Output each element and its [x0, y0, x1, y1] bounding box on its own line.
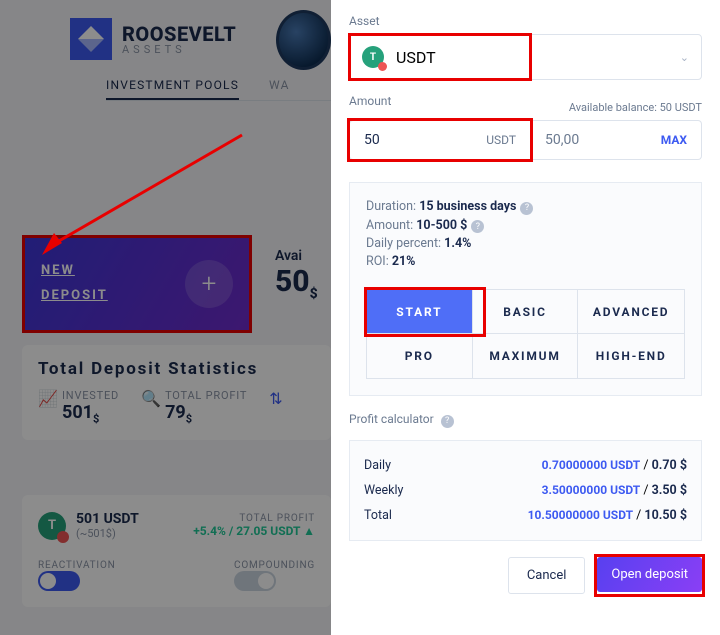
max-button[interactable]: MAX — [661, 133, 687, 147]
reactivation-toggle[interactable] — [38, 571, 80, 591]
compounding: COMPOUNDING — [234, 560, 315, 591]
stat-profit: 🔍 TOTAL PROFIT 79$ — [141, 389, 247, 426]
amount-value: 50 — [364, 132, 380, 148]
amount-label: Amount — [349, 94, 391, 108]
background-page: ROOSEVELT ASSETS INVESTMENT POOLS WA NEW… — [0, 0, 331, 635]
logo-icon — [70, 18, 112, 60]
available-value: 50$ — [275, 264, 318, 302]
calc-box: Daily0.70000000 USDT / 0.70 $ Weekly3.50… — [349, 440, 702, 541]
asset-coin-icon: T — [362, 46, 384, 68]
usdt-icon: T — [38, 512, 66, 540]
nav-tabs: INVESTMENT POOLS WA — [106, 78, 331, 101]
cancel-button[interactable]: Cancel — [508, 557, 586, 594]
bars-icon: ⇅ — [269, 389, 287, 407]
deposit-amount: 501 USDT — [76, 511, 139, 527]
amount-converted: 50,00 MAX — [531, 120, 702, 160]
tab-investment-pools[interactable]: INVESTMENT POOLS — [106, 78, 239, 100]
total-profit-value: +5.4% / 27.05 USDT ▲ — [193, 524, 315, 538]
magnify-icon: 🔍 — [141, 389, 159, 407]
brand-sub: ASSETS — [122, 44, 236, 55]
new-deposit-card[interactable]: NEWDEPOSIT + — [22, 235, 252, 333]
deposit-approx: (~501$) — [76, 527, 139, 540]
stat-invested: 📈 INVESTED 501$ — [38, 389, 119, 426]
amount-unit: USDT — [486, 133, 516, 147]
asset-label: Asset — [349, 14, 702, 28]
open-deposit-button[interactable]: Open deposit — [597, 557, 702, 592]
globe-icon — [276, 10, 331, 70]
plan-maximum[interactable]: MAXIMUM — [473, 334, 579, 378]
chart-icon: 📈 — [38, 389, 56, 407]
plan-advanced[interactable]: ADVANCED — [578, 290, 684, 334]
reactivation: REACTIVATION — [38, 560, 116, 591]
help-icon[interactable]: ? — [471, 220, 484, 233]
stat-more: ⇅ — [269, 389, 287, 426]
plan-info: Duration: 15 business days? Amount: 10-5… — [349, 182, 702, 396]
plan-highend[interactable]: HIGH-END — [578, 334, 684, 378]
plan-pro[interactable]: PRO — [367, 334, 473, 378]
plan-grid: START BASIC ADVANCED PRO MAXIMUM HIGH-EN… — [366, 289, 685, 379]
compounding-toggle[interactable] — [234, 571, 276, 591]
stats-title: Total Deposit Statistics — [38, 359, 315, 379]
available-block: Avai 50$ — [275, 248, 318, 302]
tab-wa[interactable]: WA — [269, 78, 290, 92]
plan-basic[interactable]: BASIC — [473, 290, 579, 334]
plan-start[interactable]: START — [367, 290, 473, 334]
deposit-card: T 501 USDT (~501$) TOTAL PROFIT +5.4% / … — [22, 495, 331, 607]
stats-card: Total Deposit Statistics 📈 INVESTED 501$… — [22, 345, 331, 440]
new-deposit-label: NEWDEPOSIT — [41, 259, 108, 308]
asset-name: USDT — [396, 48, 436, 67]
deposit-modal: Asset T USDT ⌄ Amount Available balance:… — [331, 0, 720, 635]
calc-label: Profit calculator ? — [349, 412, 702, 428]
brand-name: ROOSEVELT — [122, 24, 236, 44]
total-profit-label: TOTAL PROFIT — [193, 513, 315, 524]
amount-input[interactable]: 50 USDT — [349, 120, 531, 160]
available-balance: Available balance: 50 USDT — [569, 101, 702, 114]
available-label: Avai — [275, 248, 318, 264]
asset-select[interactable]: T USDT ⌄ — [349, 34, 702, 80]
chevron-down-icon: ⌄ — [680, 51, 689, 64]
plus-icon[interactable]: + — [185, 260, 233, 308]
help-icon[interactable]: ? — [441, 415, 454, 428]
help-icon[interactable]: ? — [520, 202, 533, 215]
